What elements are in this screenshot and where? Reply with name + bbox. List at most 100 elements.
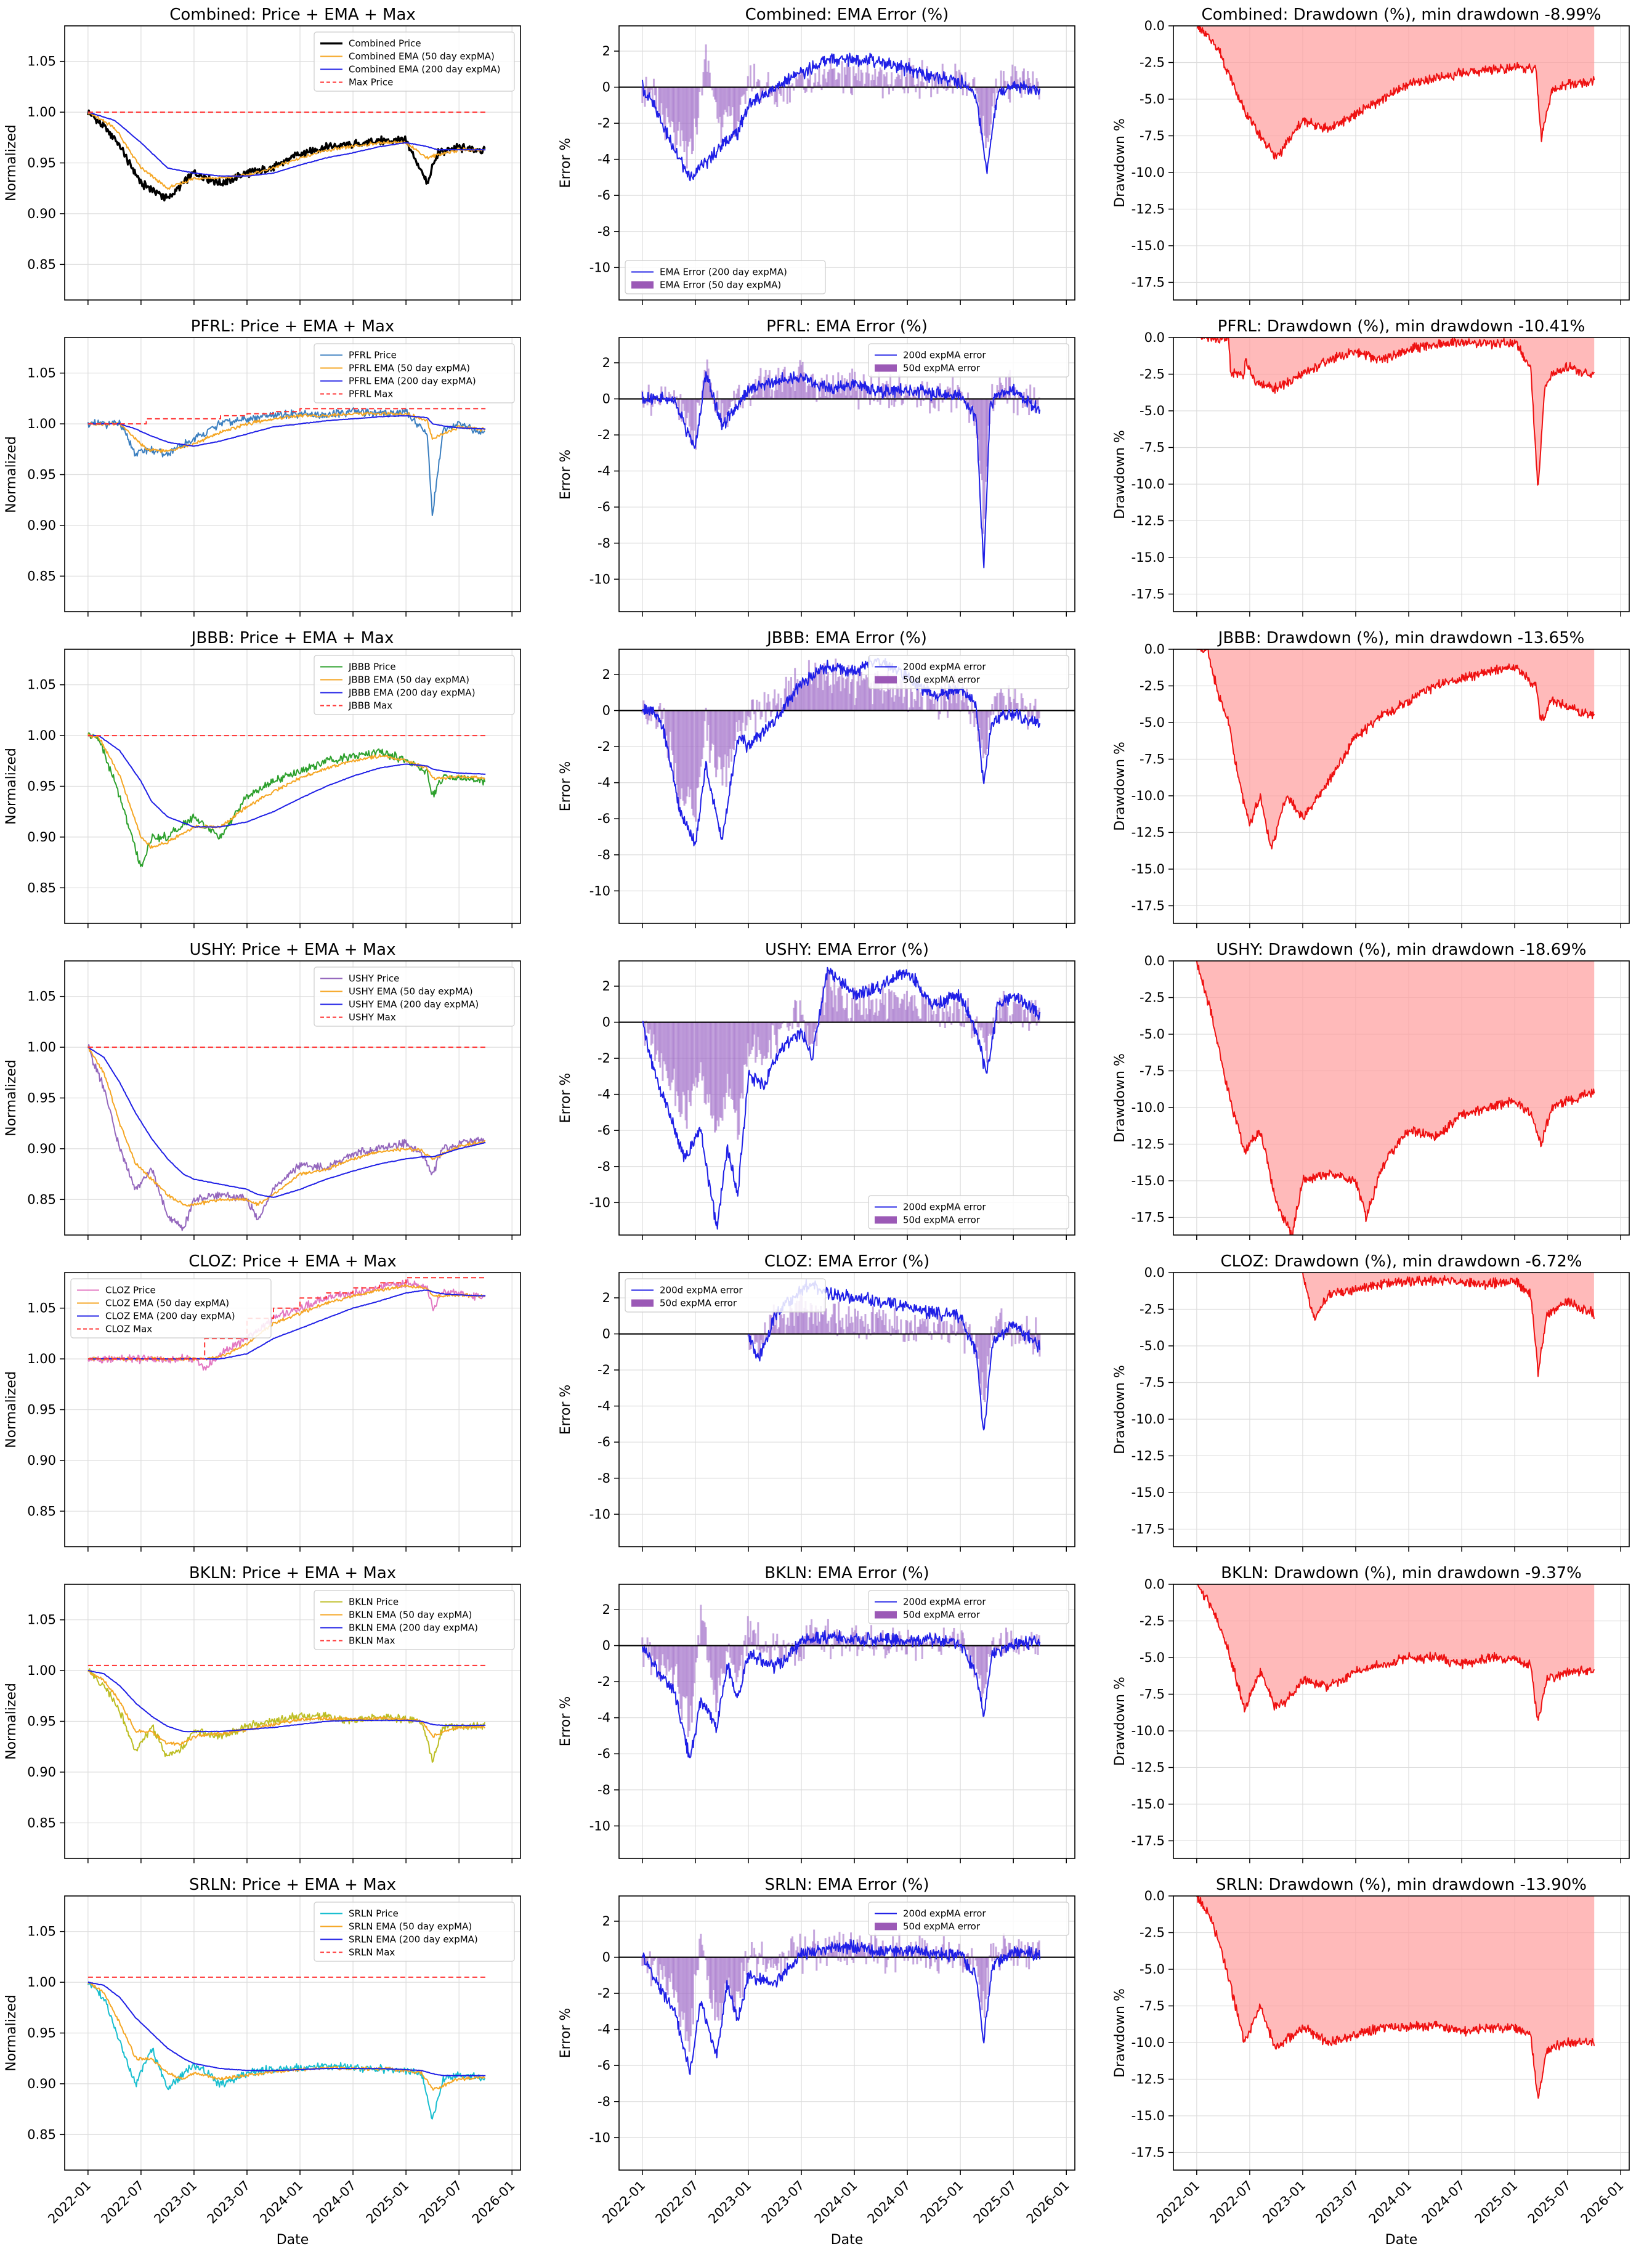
error50-bar — [1037, 1645, 1039, 1655]
error50-bar — [745, 1022, 748, 1067]
error50-bar — [659, 1957, 662, 1965]
drawdown-title: USHY: Drawdown (%), min drawdown -18.69% — [1216, 941, 1586, 959]
error50-bar — [795, 1001, 798, 1023]
error50-bar — [668, 391, 670, 399]
price-ytick-label: 1.00 — [27, 1663, 56, 1678]
error50-bar — [937, 1957, 940, 1974]
error50-bar — [889, 84, 892, 87]
error50-bar — [657, 1645, 659, 1659]
price-ytick-label: 0.85 — [27, 1504, 56, 1518]
drawdown-ytick-label: -12.5 — [1132, 825, 1165, 840]
error50-bar — [904, 1334, 906, 1342]
error50-bar — [730, 399, 732, 402]
error50-bar — [921, 990, 923, 1023]
error50-bar — [986, 1022, 989, 1063]
error50-bar — [646, 1637, 649, 1646]
error50-bar — [800, 1015, 803, 1023]
error50-bar — [997, 1022, 1000, 1024]
error50-bar — [766, 82, 768, 87]
error50-bar — [872, 704, 874, 711]
error50-bar — [762, 87, 764, 91]
error-ytick-label: 0 — [602, 703, 610, 718]
error50-bar — [780, 698, 782, 711]
error50-bar — [757, 1022, 759, 1037]
error-frame — [618, 337, 1075, 612]
error50-bar — [766, 1645, 768, 1653]
error50-bar — [828, 686, 830, 711]
error50-bar — [962, 1957, 964, 1973]
error50-bar — [686, 1645, 688, 1696]
error50-bar — [854, 76, 856, 87]
error50-bar — [785, 1324, 788, 1334]
error50-bar — [856, 1645, 859, 1656]
price-xtick-label: 2022-07 — [98, 2178, 147, 2227]
error50-bar — [1006, 710, 1009, 713]
drawdown-ytick-label: -15.0 — [1132, 550, 1165, 565]
error-ytick-label: -6 — [597, 1746, 610, 1761]
error50-bar — [931, 74, 934, 87]
error50-bar — [646, 710, 649, 725]
price-ytick-label: 1.05 — [27, 1301, 56, 1316]
error50-bar — [998, 1638, 1001, 1646]
error50-bar — [705, 707, 707, 711]
error50-bar — [818, 68, 820, 87]
error50-bar — [698, 87, 701, 92]
error50-bar — [681, 399, 683, 422]
error50-bar — [872, 1645, 874, 1650]
error50-bar — [1010, 1957, 1013, 1961]
error50-bar — [809, 673, 811, 711]
error50-bar — [832, 68, 835, 87]
error50-bar — [700, 1605, 702, 1646]
error50-bar — [811, 375, 813, 399]
drawdown-ytick-label: -15.0 — [1132, 1173, 1165, 1188]
error-frame — [618, 1584, 1075, 1859]
price-legend-label: USHY EMA (50 day expMA) — [349, 986, 473, 997]
price-ytick-label: 0.90 — [27, 1141, 56, 1156]
error50-bar — [963, 702, 965, 711]
error50-bar — [684, 1645, 687, 1699]
error50-bar — [769, 1314, 771, 1334]
error50-bar — [742, 1022, 744, 1099]
error50-bar — [779, 1314, 782, 1334]
error50-bar — [889, 374, 892, 399]
error50-bar — [781, 1951, 783, 1958]
drawdown-xtick-label: 2024-01 — [1366, 2178, 1415, 2227]
error50-bar — [981, 87, 983, 140]
error50-bar — [896, 997, 898, 1023]
error50-bar — [767, 1957, 769, 1964]
error50-bar — [689, 1022, 692, 1106]
drawdown-panel: SRLN: Drawdown (%), min drawdown -13.90%… — [1112, 1876, 1630, 2248]
error50-bar — [848, 1021, 851, 1023]
price-xtick-label: 2023-01 — [151, 2178, 200, 2227]
error50-bar — [829, 684, 832, 711]
error50-bar — [863, 1326, 865, 1334]
error50-bar — [747, 76, 749, 87]
error50-bar — [928, 687, 930, 711]
error50-bar — [677, 710, 679, 796]
error-ytick-label: -6 — [597, 1123, 610, 1138]
error50-bar — [798, 367, 800, 399]
error50-bar — [1027, 1942, 1029, 1958]
error50-bar — [745, 710, 748, 726]
error50-bar — [819, 1010, 822, 1023]
error50-bar — [796, 375, 799, 399]
error50-bar — [1021, 698, 1024, 711]
error-ytick-label: -2 — [597, 116, 610, 131]
error50-bar — [756, 699, 758, 711]
error50-bar — [984, 1022, 987, 1051]
error50-bar — [674, 1022, 677, 1106]
error50-bar — [877, 1015, 879, 1023]
error50-bar — [769, 1022, 772, 1059]
error50-bar — [907, 390, 909, 399]
error50-bar — [697, 1022, 700, 1082]
error50-bar — [898, 1933, 901, 1958]
error50-bar — [642, 1645, 645, 1667]
error50-bar — [944, 1022, 946, 1028]
error50-bar — [990, 1645, 992, 1656]
error50-bar — [641, 1957, 644, 1966]
error50-bar — [955, 703, 958, 711]
error50-bar — [936, 386, 939, 399]
error50-bar — [976, 87, 978, 94]
error50-bar — [811, 1619, 813, 1646]
error50-bar — [819, 1957, 822, 1964]
